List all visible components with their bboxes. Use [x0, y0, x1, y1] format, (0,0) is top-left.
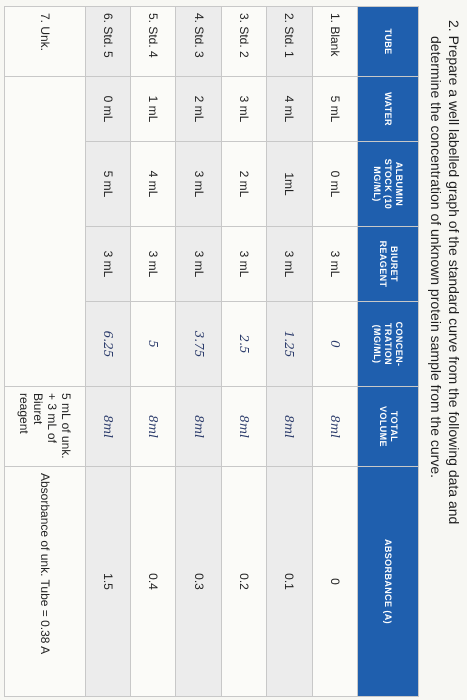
cell-total-volume-handwritten: 8ml: [85, 386, 131, 467]
cell-tube: 6. Std. 5: [85, 6, 131, 77]
cell-biuret: 3 mL: [130, 226, 176, 302]
header-albumin-stock: ALBUMIN STOCK (10 MG/ML): [357, 141, 419, 227]
table-row: 1. Blank 5 mL 0 mL 3 mL 0 8ml 0: [312, 6, 358, 697]
cell-concentration-handwritten: 5: [130, 301, 176, 387]
cell-total-volume-handwritten: 8ml: [266, 386, 313, 467]
cell-unknown-volume-note: 5 mL of unk. + 3 mL of Biuret reagent: [4, 386, 86, 467]
cell-albumin: 2 mL: [221, 141, 267, 227]
cell-total-volume-handwritten: 8ml: [221, 386, 267, 467]
cell-albumin: 5 mL: [85, 141, 131, 227]
instruction-number: 2.: [446, 20, 462, 32]
header-total-volume: TOTAL VOLUME: [357, 386, 419, 467]
cell-tube: 4. Std. 3: [176, 6, 222, 77]
cell-water: 5 mL: [312, 76, 358, 142]
cell-total-volume-handwritten: 8ml: [312, 386, 358, 467]
cell-concentration-handwritten: 3.75: [176, 301, 222, 387]
cell-biuret: 3 mL: [176, 226, 222, 302]
table-row: 3. Std. 2 3 mL 2 mL 3 mL 2.5 8ml 0.2: [221, 6, 267, 697]
cell-concentration-handwritten: 1.25: [266, 301, 313, 387]
header-concentration: CONCEN-TRATION (MG/ML): [357, 301, 419, 387]
table-row: 6. Std. 5 0 mL 5 mL 3 mL 6.25 8ml 1.5: [85, 6, 131, 697]
cell-absorbance: 0.1: [266, 466, 313, 697]
cell-tube: 3. Std. 2: [221, 6, 267, 77]
cell-albumin: 3 mL: [176, 141, 222, 227]
cell-unknown-empty: [4, 76, 86, 387]
cell-absorbance: 0: [312, 466, 358, 697]
cell-tube: 5. Std. 4: [130, 6, 176, 77]
instruction-line-2: determine the concentration of unknown p…: [428, 36, 444, 479]
instruction-line-1: Prepare a well labelled graph of the sta…: [446, 35, 462, 525]
cell-total-volume-handwritten: 8ml: [176, 386, 222, 467]
header-tube: TUBE: [357, 6, 419, 77]
cell-biuret: 3 mL: [266, 226, 313, 302]
header-biuret-reagent: BIURET REAGENT: [357, 226, 419, 302]
cell-unknown-absorbance-note: Absorbance of unk. Tube = 0.38 A: [4, 466, 86, 697]
cell-absorbance: 0.3: [176, 466, 222, 697]
instruction-text: 2. Prepare a well labelled graph of the …: [427, 20, 463, 690]
cell-albumin: 4 mL: [130, 141, 176, 227]
header-row: TUBE WATER ALBUMIN STOCK (10 MG/ML) BIUR…: [357, 6, 419, 697]
cell-total-volume-handwritten: 8ml: [130, 386, 176, 467]
cell-albumin: 0 mL: [312, 141, 358, 227]
header-absorbance: ABSORBANCE (A): [357, 466, 419, 697]
cell-albumin: 1mL: [266, 141, 313, 227]
table-row: 2. Std. 1 4 mL 1mL 3 mL 1.25 8ml 0.1: [266, 6, 313, 697]
header-water: WATER: [357, 76, 419, 142]
table-row: 4. Std. 3 2 mL 3 mL 3 mL 3.75 8ml 0.3: [176, 6, 222, 697]
cell-concentration-handwritten: 6.25: [85, 301, 131, 387]
cell-absorbance: 1.5: [85, 466, 131, 697]
table-row-unknown: 7. Unk. 5 mL of unk. + 3 mL of Biuret re…: [4, 6, 86, 697]
cell-tube: 2. Std. 1: [266, 6, 313, 77]
table-row: 5. Std. 4 1 mL 4 mL 3 mL 5 8ml 0.4: [130, 6, 176, 697]
cell-water: 3 mL: [221, 76, 267, 142]
standard-curve-table: TUBE WATER ALBUMIN STOCK (10 MG/ML) BIUR…: [4, 6, 419, 697]
cell-concentration-handwritten: 2.5: [221, 301, 267, 387]
cell-water: 1 mL: [130, 76, 176, 142]
cell-tube: 1. Blank: [312, 6, 358, 77]
cell-absorbance: 0.4: [130, 466, 176, 697]
cell-tube-unknown: 7. Unk.: [4, 6, 86, 77]
cell-water: 4 mL: [266, 76, 313, 142]
cell-biuret: 3 mL: [85, 226, 131, 302]
cell-water: 0 mL: [85, 76, 131, 142]
cell-biuret: 3 mL: [221, 226, 267, 302]
cell-absorbance: 0.2: [221, 466, 267, 697]
cell-water: 2 mL: [176, 76, 222, 142]
cell-biuret: 3 mL: [312, 226, 358, 302]
cell-concentration-handwritten: 0: [312, 301, 358, 387]
